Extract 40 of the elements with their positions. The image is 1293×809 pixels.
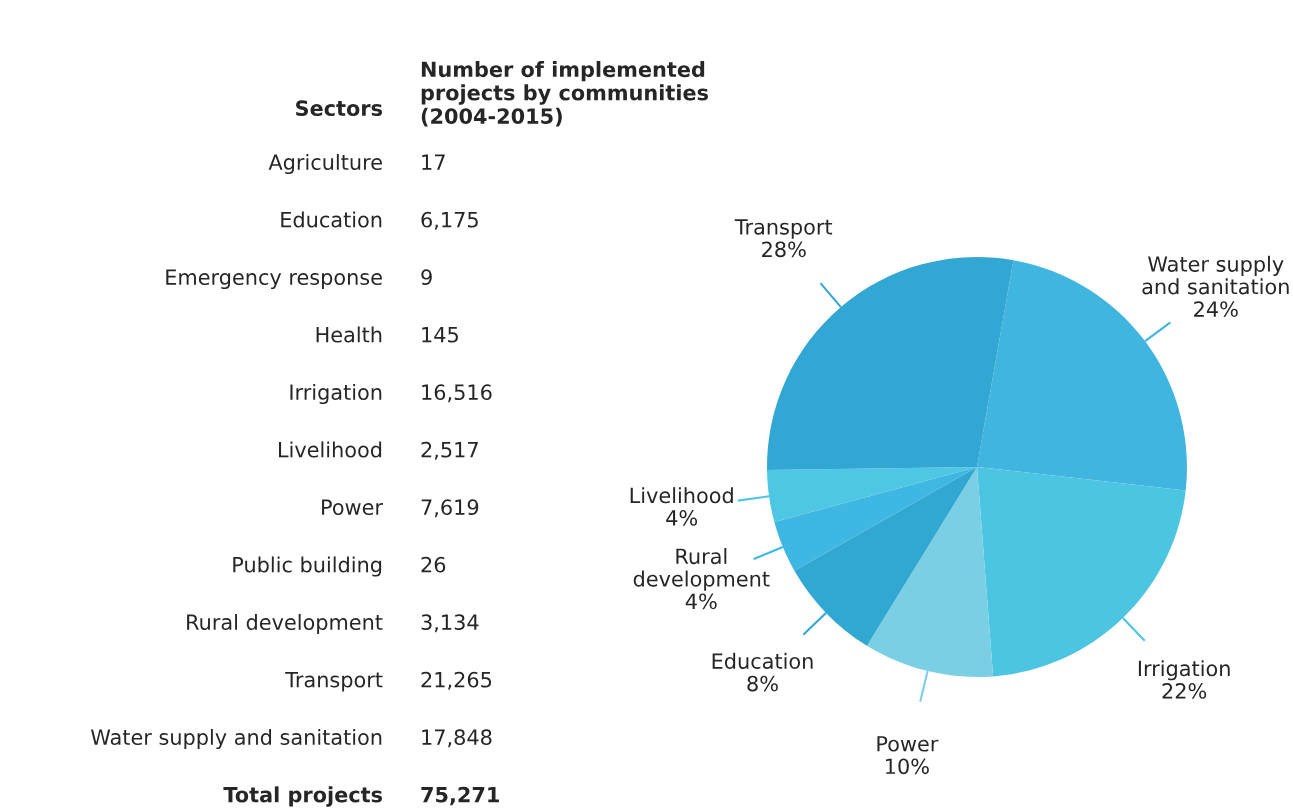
- text: 21,265: [421, 671, 492, 690]
- slice-label: Water supply and sanitation: [1142, 255, 1289, 295]
- category-label: Education: [281, 211, 382, 228]
- data-label: 4%: [666, 510, 698, 526]
- text: 9: [421, 269, 432, 286]
- text: 145: [422, 327, 458, 343]
- category-label: Transport: [285, 672, 383, 692]
- data-label: 8%: [747, 675, 778, 692]
- text: 16,516: [422, 384, 492, 403]
- text: 2,517: [421, 441, 478, 460]
- slice-label: Livelihood: [630, 487, 733, 504]
- category-label: Livelihood: [279, 441, 382, 458]
- text: 6,175: [421, 211, 478, 230]
- category-label: Emergency response: [166, 269, 382, 290]
- text: 3,134: [421, 614, 479, 633]
- data-label: 24%: [1194, 301, 1238, 317]
- data-label: 4%: [685, 593, 717, 610]
- category-label: Water supply and sanitation: [90, 728, 382, 750]
- category-label: Agriculture: [268, 153, 382, 175]
- category-label: Power: [322, 499, 383, 516]
- data-label: 28%: [762, 241, 806, 258]
- category-label: Health: [316, 326, 382, 343]
- text: Number of implemented projects by communities (2004-2015): [421, 61, 708, 127]
- category-label: Public building: [233, 556, 382, 577]
- slice-label: Rural development: [633, 548, 770, 591]
- text: 7,619: [421, 499, 479, 518]
- data-label: 10%: [886, 758, 929, 775]
- text: Sectors: [296, 100, 383, 117]
- slice-label: Irrigation: [1138, 660, 1230, 681]
- text: 26: [421, 556, 446, 573]
- category-label: Total projects: [223, 786, 383, 807]
- text: 75,271: [421, 786, 499, 806]
- slice-label: Power: [877, 736, 939, 752]
- text: 17,848: [422, 729, 492, 748]
- category-label: Rural development: [187, 613, 383, 635]
- slice-label: Education: [712, 652, 813, 669]
- slice-label: Transport: [734, 219, 833, 239]
- data-label: 22%: [1162, 683, 1207, 699]
- category-label: Irrigation: [290, 383, 382, 405]
- text: 17: [422, 154, 445, 170]
